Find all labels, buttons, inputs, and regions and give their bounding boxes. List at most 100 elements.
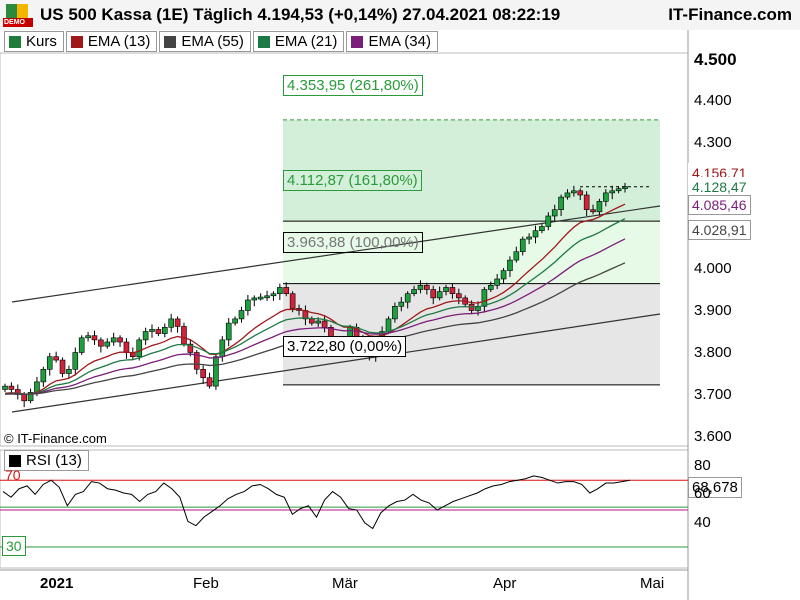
candle-body [270,293,277,297]
legend-item[interactable]: EMA (13) [65,31,158,52]
rsi-legend-label: RSI (13) [26,452,82,469]
x-axis-label: Mai [640,575,665,592]
rsi-axis-label: 40 [694,513,711,531]
candle-body [193,352,200,370]
candle-body [136,339,143,357]
candle-body [181,326,187,345]
legend-swatch [257,35,270,48]
rsi-legend: RSI (13) [4,450,91,471]
price-tag: 4.128,47 [688,177,751,197]
candle-body [168,318,174,328]
brand-name: IT-Finance.com [668,5,792,24]
candle-body [27,392,34,402]
candle-body [219,339,226,357]
candle-body [2,385,8,390]
candle-body [277,287,283,294]
legend-item[interactable]: EMA (34) [346,31,438,52]
y-axis-label: 4.400 [694,91,732,109]
legend-label: Kurs [26,33,57,50]
price-tag: 4.085,46 [688,195,751,215]
rsi-upper-label: 70 [5,467,21,483]
candle-body [494,278,500,286]
rsi-line [2,475,631,530]
candle-body [104,341,111,347]
candle-body [149,329,155,332]
candle-body [411,289,417,294]
candle-body [315,320,321,324]
candle-body [449,287,456,294]
fib-level-label: 4.112,87 (161,80%) [283,170,422,191]
chart-title: US 500 Kassa (1E) Täglich 4.194,53 (+0,1… [40,5,561,24]
candle-body [539,226,545,231]
candle-body [321,320,328,328]
candle-body [245,299,251,311]
candle-body [513,251,520,261]
legend-label: EMA (21) [274,33,338,50]
legend-swatch [164,35,177,48]
channel-upper-line [11,205,661,303]
legend-item[interactable]: EMA (21) [252,31,345,52]
candle-body [404,293,411,303]
candle-body [66,368,72,374]
ema-21-line [4,218,626,395]
rsi-value-tag: 68,678 [688,477,742,498]
candle-body [551,209,558,217]
legend-swatch [351,35,364,48]
y-axis-label: 3.600 [694,427,732,445]
candle-body [283,287,290,294]
candle-body [430,289,437,299]
candle-body [206,377,213,387]
x-axis-label: Apr [493,575,517,592]
candle-body [232,318,238,324]
legend-item[interactable]: Kurs [4,31,64,52]
candle-body [289,293,296,309]
candle-body [123,341,130,353]
candle-body [519,238,526,253]
candle-body [590,209,596,213]
candle-body [110,337,117,343]
candle-body [53,356,59,361]
candle-body [615,188,622,192]
y-axis-label: 3.700 [694,385,732,403]
candle-body [577,190,584,196]
candle-body [46,356,53,370]
candle-body [609,190,616,194]
y-axis-label: 3.800 [694,343,732,361]
candle-body [583,194,590,210]
candle-body [500,270,507,280]
copyright-text: © IT-Finance.com [4,431,107,446]
legend-item[interactable]: EMA (55) [159,31,251,52]
fib-zone-100 [283,283,660,385]
chart-legend: Kurs EMA (13) EMA (55) EMA (21) EMA (34) [4,31,440,52]
candle-body [392,305,398,320]
y-axis-label: 4.000 [694,259,732,277]
candle-body [398,301,405,307]
candle-body [481,289,488,307]
candle-body [558,196,564,211]
candle-body [161,326,168,334]
y-axis-label: 4.300 [694,133,732,151]
candle-body [251,297,258,301]
candle-body [21,394,27,402]
candle-body [487,284,494,290]
candle-body [564,192,571,198]
candle-body [72,352,79,370]
candle-body [571,190,577,194]
candle-body [91,335,98,341]
fib-level-label: 4.353,95 (261,80%) [283,75,423,96]
rsi-legend-swatch [9,454,21,467]
rsi-legend-item[interactable]: RSI (13) [4,450,89,471]
fib-level-label: 3.963,88 (100,00%) [283,232,423,253]
candle-body [8,385,15,390]
rsi-lower-label: 30 [2,536,26,556]
candle-body [526,236,532,240]
ema-13-line [4,203,626,395]
candle-body [40,368,47,383]
y-axis-label: 4.500 [694,49,737,69]
y-axis-label: 3.900 [694,301,732,319]
legend-label: EMA (55) [181,33,244,50]
price-tag: 4.028,91 [688,220,751,240]
candle-body [436,291,443,299]
candle-body [225,322,232,341]
